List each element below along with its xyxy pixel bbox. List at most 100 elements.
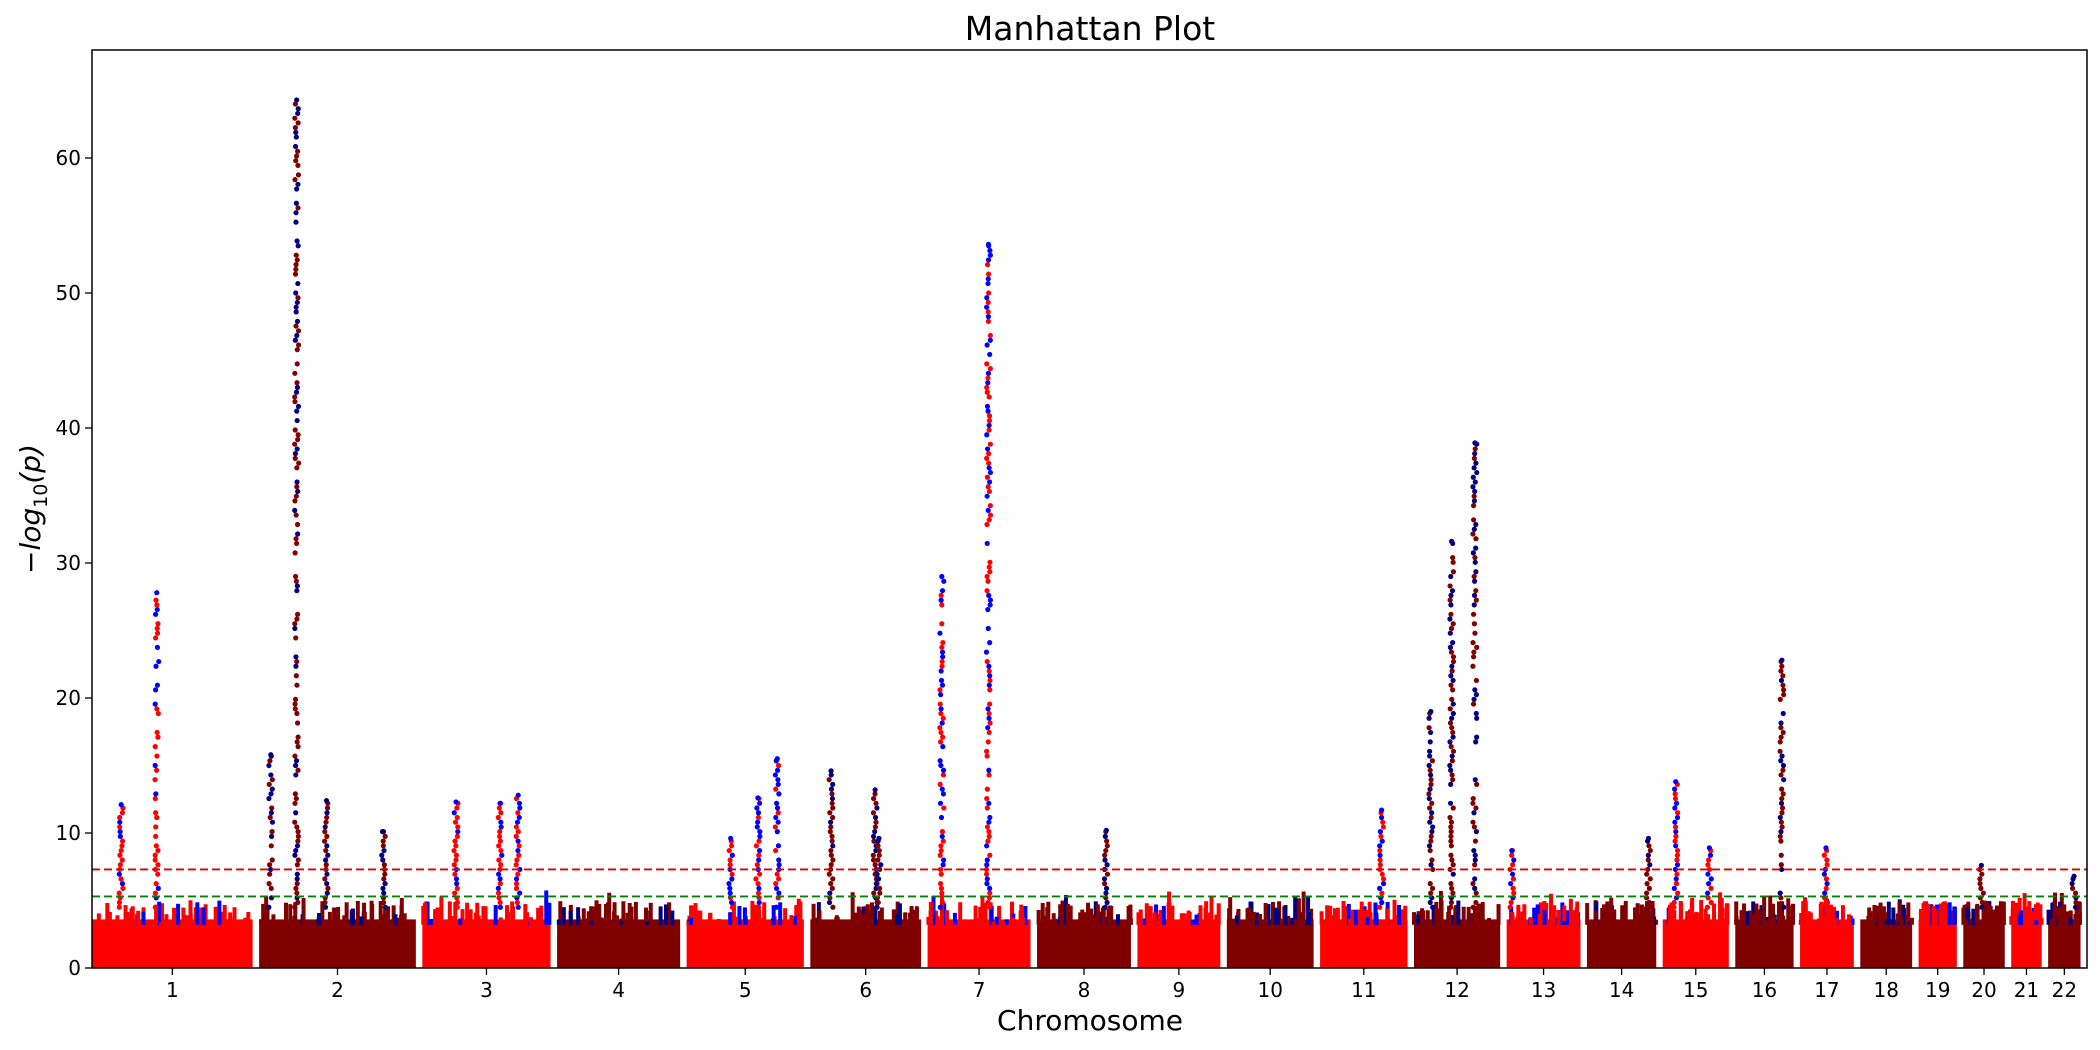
peak-point xyxy=(1780,682,1786,688)
peak-point xyxy=(775,762,782,769)
x-tick-label: 14 xyxy=(1609,978,1634,1002)
peak-point xyxy=(1380,819,1386,825)
peak-point xyxy=(984,881,990,887)
x-tick-label: 8 xyxy=(1078,978,1091,1002)
chromosome-9-point-column xyxy=(1207,912,1212,925)
peak-point xyxy=(295,243,301,249)
peak-point xyxy=(938,592,944,599)
chromosome-6-point-column xyxy=(811,903,816,925)
peak-point xyxy=(292,701,298,707)
peak-point xyxy=(513,876,520,882)
x-tick-label: 17 xyxy=(1814,978,1839,1002)
peak-point xyxy=(1777,739,1783,745)
peak-point xyxy=(985,318,992,324)
chromosome-7-point-column xyxy=(1011,917,1016,925)
chromosome-13-point-column xyxy=(1570,919,1575,925)
chromosome-14-point-column xyxy=(1608,905,1613,925)
chromosome-9-point-column xyxy=(1144,903,1149,925)
peak-point xyxy=(269,857,275,863)
chromosome-14-point-column xyxy=(1650,900,1655,925)
chromosome-20-point-column xyxy=(1988,905,1993,925)
chromosome-17-point-column xyxy=(1850,918,1855,925)
chromosome-6-point-column xyxy=(853,912,858,925)
peak-top-point xyxy=(453,799,459,805)
peak-point xyxy=(382,904,388,910)
chromosome-13-point-column xyxy=(1537,913,1542,925)
peak-point xyxy=(293,635,299,641)
peak-point xyxy=(379,852,385,858)
chromosome-4-point-column xyxy=(621,901,626,925)
chromosome-5-point-column xyxy=(778,902,783,925)
peak-point xyxy=(772,824,778,830)
peak-point xyxy=(1675,890,1681,896)
chromosome-2-point-column xyxy=(264,896,269,925)
chromosome-9-point-column xyxy=(1147,916,1152,925)
chromosome-7-point-column xyxy=(944,910,949,925)
chromosome-1-point-column xyxy=(164,914,169,925)
chromosome-5-point-column xyxy=(689,905,694,925)
chromosome-1-point-column xyxy=(105,902,110,925)
peak-point xyxy=(756,847,763,854)
peak-point xyxy=(1510,876,1517,882)
peak-point xyxy=(1472,559,1478,565)
chromosome-3-point-column xyxy=(544,890,549,925)
peak-point xyxy=(294,720,301,726)
chromosome-7-point-column xyxy=(1010,901,1015,925)
peak-point xyxy=(1448,838,1454,844)
peak-point xyxy=(1102,904,1108,910)
peak-point xyxy=(294,186,300,192)
peak-point xyxy=(940,654,946,660)
peak-point xyxy=(495,814,501,821)
peak-point xyxy=(119,843,125,849)
peak-point xyxy=(939,829,946,835)
peak-point xyxy=(829,833,835,839)
chromosome-14-point-column xyxy=(1605,901,1610,925)
peak-point xyxy=(1471,824,1478,830)
peak-point xyxy=(295,162,301,169)
chromosome-6-point-column xyxy=(903,912,908,925)
chromosome-6-point-column xyxy=(869,902,874,925)
peak-point xyxy=(1671,885,1677,891)
peak-point xyxy=(294,465,300,471)
chromosome-20-point-column xyxy=(1995,905,2000,925)
peak-point xyxy=(1426,725,1432,731)
peak-point xyxy=(1450,748,1457,754)
peak-point xyxy=(1378,833,1384,839)
chromosome-12-point-column xyxy=(1412,912,1417,925)
chromosome-15-point-column xyxy=(1703,908,1708,925)
peak-point xyxy=(1104,838,1110,844)
chromosome-21-point-column xyxy=(2018,910,2023,925)
peak-point xyxy=(986,465,992,471)
peak-point xyxy=(753,843,760,849)
chromosome-21-point-column xyxy=(2021,917,2026,925)
peak-point xyxy=(1672,805,1678,811)
chromosome-19-point-column xyxy=(1952,906,1957,925)
chromosome-16-point-column xyxy=(1780,915,1785,925)
peak-point xyxy=(1426,748,1433,754)
chromosome-3-point-column xyxy=(536,907,541,925)
peak-point xyxy=(292,394,298,400)
peak-point xyxy=(939,786,945,792)
peak-point xyxy=(938,597,944,603)
peak-point xyxy=(940,744,946,750)
peak-point xyxy=(1450,710,1456,717)
chromosome-2-points xyxy=(259,919,416,968)
peak-point xyxy=(987,602,993,608)
peak-top-point xyxy=(872,787,878,793)
peak-point xyxy=(878,862,884,868)
peak-point xyxy=(1644,871,1650,877)
peak-point xyxy=(875,843,881,849)
chromosome-16-points xyxy=(1735,919,1794,968)
peak-point xyxy=(1380,881,1387,887)
peak-point xyxy=(1427,881,1433,887)
peak-point xyxy=(380,857,386,863)
chromosome-19-points xyxy=(1918,919,1957,968)
peak-point xyxy=(987,677,993,684)
peak-point xyxy=(292,498,298,504)
chromosome-2-point-column xyxy=(399,904,404,925)
chromosome-19-point-column xyxy=(1918,908,1923,925)
peak-point xyxy=(1450,640,1456,646)
peak-point xyxy=(116,871,122,877)
peak-point xyxy=(268,885,274,891)
peak-point xyxy=(729,876,735,882)
